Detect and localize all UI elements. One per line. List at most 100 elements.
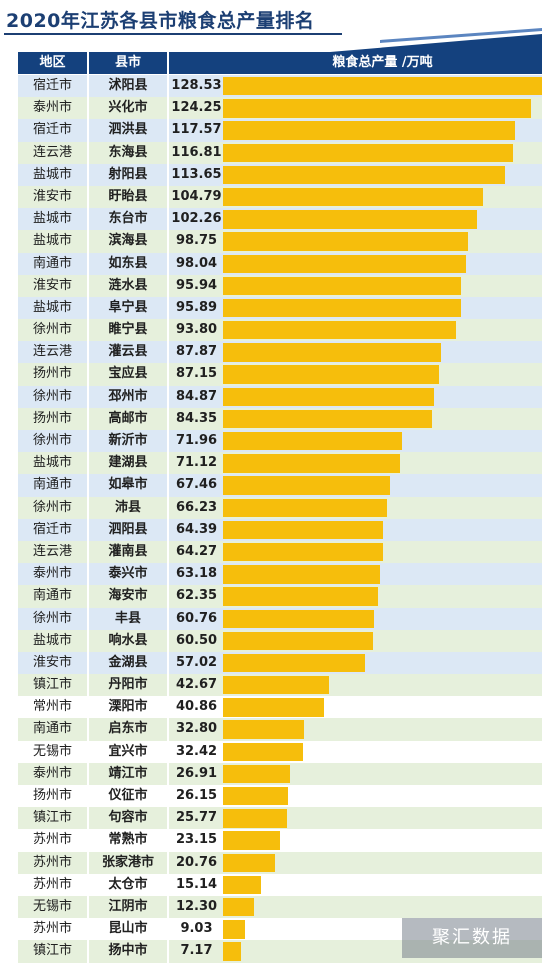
- table-row: 泰州市 兴化市 124.25: [18, 97, 542, 120]
- value-bar: [223, 764, 290, 784]
- region-label: 泰州市: [32, 100, 72, 116]
- value-label: 40.86: [175, 699, 218, 715]
- value-bar: [223, 409, 433, 429]
- value-label: 26.91: [175, 765, 218, 781]
- county-label: 阜宁县: [108, 299, 148, 315]
- chart-title: 2020年江苏各县市粮食总产量排名: [6, 10, 315, 32]
- county-label: 张家港市: [101, 854, 154, 870]
- table-row: 淮安市 盱眙县 104.79: [18, 185, 542, 209]
- table-row: 泰州市 靖江市 26.91: [18, 762, 542, 785]
- value-bar: [223, 121, 515, 140]
- county-label: 东海县: [108, 144, 148, 160]
- table-row: 盐城市 阜宁县 95.89: [18, 296, 542, 320]
- region-label: 苏州市: [32, 854, 72, 870]
- value-label: 64.27: [175, 543, 218, 559]
- value-bar: [223, 587, 378, 606]
- county-label: 扬中市: [108, 943, 148, 959]
- table-row: 宿迁市 泗阳县 64.39: [18, 518, 542, 541]
- value-bar: [223, 454, 400, 473]
- value-bar: [223, 920, 246, 939]
- table-row: 连云港 灌云县 87.87: [18, 341, 542, 364]
- value-label: 66.23: [175, 499, 218, 515]
- value-label: 95.89: [175, 299, 218, 315]
- value-bar: [223, 742, 304, 762]
- county-label: 响水县: [108, 632, 148, 648]
- region-label: 宿迁市: [32, 521, 72, 537]
- value-bar: [223, 631, 374, 651]
- value-label: 93.80: [175, 322, 218, 338]
- county-label: 丰县: [114, 610, 141, 626]
- value-label: 95.94: [175, 277, 218, 293]
- value-bar: [223, 698, 325, 717]
- region-label: 连云港: [32, 344, 72, 360]
- header-decoration: [330, 28, 542, 52]
- region-label: 盐城市: [32, 632, 72, 648]
- table-row: 徐州市 邳州市 84.87: [18, 385, 542, 408]
- county-label: 常熟市: [108, 832, 148, 848]
- table-row: 连云港 灌南县 64.27: [18, 540, 542, 564]
- value-label: 7.17: [180, 943, 213, 959]
- county-label: 金湖县: [108, 654, 148, 670]
- value-bar: [223, 853, 275, 872]
- value-bar: [223, 298, 461, 318]
- region-label: 徐州市: [32, 499, 72, 515]
- table-row: 南通市 启东市 32.80: [18, 718, 542, 741]
- county-label: 溧阳市: [108, 699, 148, 715]
- value-bar: [223, 875, 261, 895]
- value-label: 87.15: [175, 366, 218, 382]
- region-label: 淮安市: [32, 277, 72, 293]
- title-underline: [4, 33, 342, 35]
- value-bar: [223, 365, 440, 384]
- table-row: 徐州市 睢宁县 93.80: [18, 319, 542, 342]
- value-bar: [223, 210, 477, 229]
- county-label: 建湖县: [108, 455, 148, 471]
- table-row: 徐州市 新沂市 71.96: [18, 430, 542, 453]
- region-label: 南通市: [32, 255, 72, 271]
- county-label: 沛县: [114, 499, 141, 515]
- region-label: 徐州市: [32, 322, 72, 338]
- value-label: 84.35: [175, 410, 218, 426]
- value-bar: [223, 99, 532, 118]
- region-label: 苏州市: [32, 832, 72, 848]
- region-label: 徐州市: [32, 433, 72, 448]
- county-label: 江阴市: [108, 898, 148, 914]
- county-label: 泗洪县: [108, 122, 148, 138]
- value-label: 113.65: [171, 166, 222, 182]
- value-label: 63.18: [175, 566, 218, 582]
- region-label: 南通市: [32, 477, 72, 493]
- region-label: 盐城市: [32, 166, 72, 182]
- value-bar: [223, 276, 462, 296]
- value-label: 23.15: [175, 832, 218, 848]
- county-label: 东台市: [108, 211, 148, 227]
- region-label: 无锡市: [32, 898, 72, 914]
- header-county: 县市: [114, 55, 141, 70]
- region-label: 宿迁市: [32, 78, 72, 93]
- value-bar: [223, 897, 254, 917]
- county-label: 如皋市: [108, 477, 148, 493]
- region-label: 盐城市: [32, 211, 72, 227]
- value-label: 116.81: [171, 144, 222, 160]
- value-bar: [223, 143, 513, 162]
- county-label: 涟水县: [108, 277, 148, 293]
- value-bar: [223, 609, 374, 628]
- value-bar: [223, 542, 383, 562]
- value-bar: [223, 432, 402, 451]
- value-label: 32.42: [175, 743, 218, 759]
- region-label: 苏州市: [32, 921, 72, 937]
- region-label: 镇江市: [32, 943, 72, 959]
- table-row: 苏州市 太仓市 15.14: [18, 873, 542, 896]
- region-label: 常州市: [32, 699, 72, 715]
- region-label: 徐州市: [32, 610, 72, 626]
- table-row: 盐城市 建湖县 71.12: [18, 452, 542, 475]
- value-label: 60.50: [175, 632, 218, 648]
- county-label: 丹阳市: [108, 677, 148, 693]
- value-label: 117.57: [171, 122, 222, 138]
- region-label: 淮安市: [32, 654, 72, 670]
- county-label: 仪征市: [108, 788, 148, 803]
- county-label: 射阳县: [108, 166, 148, 182]
- value-bar: [223, 165, 506, 185]
- table-row: 淮安市 金湖县 57.02: [18, 651, 542, 675]
- county-label: 泰兴市: [108, 566, 148, 582]
- region-label: 泰州市: [32, 765, 72, 781]
- value-label: 26.15: [175, 788, 218, 803]
